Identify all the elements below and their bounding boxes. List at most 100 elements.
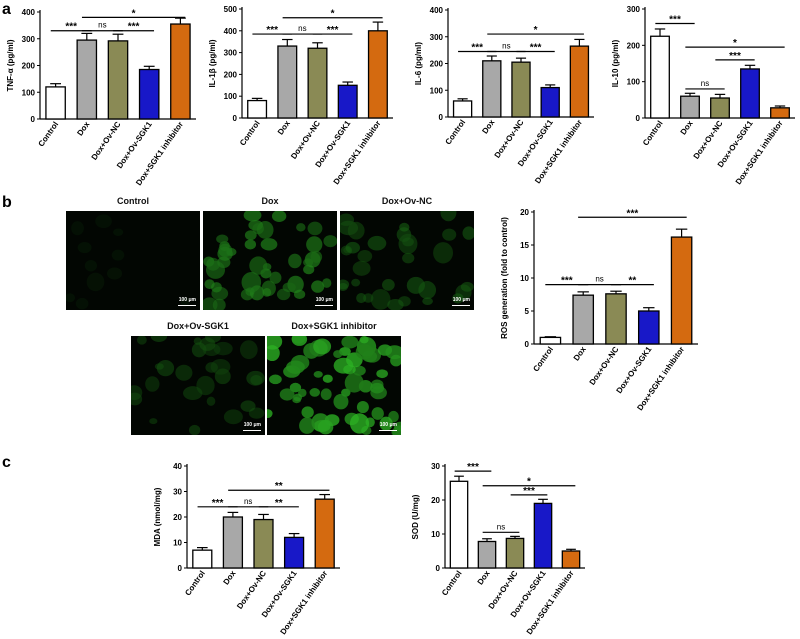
cell (241, 272, 262, 293)
y-tick-label: 0 (233, 114, 238, 123)
cell (333, 350, 343, 358)
cell (189, 424, 201, 435)
y-tick-label: 300 (430, 33, 444, 42)
y-tick-label: 500 (224, 5, 238, 14)
cell (371, 407, 384, 420)
cell (422, 297, 433, 305)
y-tick-label: 0 (439, 113, 444, 122)
bar (561, 550, 581, 569)
cell (113, 228, 124, 236)
significance-label: ** (275, 481, 283, 492)
cell (239, 340, 258, 360)
cell (267, 345, 280, 362)
bar (770, 107, 790, 119)
chart-mda: 0 10 20 30 40 MDA (nmol/mg) Control DoxDox+Ov-N… (153, 462, 340, 636)
cell (199, 337, 216, 351)
cell (323, 235, 337, 248)
cell (379, 416, 393, 431)
bar (670, 236, 693, 345)
x-tick-label: Control (641, 119, 665, 147)
cell (418, 281, 437, 300)
cell (306, 236, 323, 253)
scale-bar (178, 305, 196, 306)
fluorescence-micrograph: 100 μm (203, 211, 337, 310)
significance-label: ns (98, 21, 106, 30)
cell (370, 382, 385, 394)
micrograph-title: Control (117, 196, 149, 206)
bar (192, 549, 213, 569)
x-tick-label: Dox+Ov-NC (235, 569, 268, 611)
cell (317, 419, 334, 435)
cell (212, 298, 226, 310)
cell (311, 280, 325, 293)
x-tick-label: Control (37, 120, 61, 148)
y-tick-label: 30 (173, 488, 182, 497)
cell (150, 336, 168, 342)
cell (279, 388, 295, 401)
y-tick-label: 100 (22, 88, 36, 97)
cell (310, 250, 323, 263)
scale-bar-label: 100 μm (452, 297, 470, 303)
cell (71, 221, 84, 236)
x-tick-label: Dox (276, 119, 292, 137)
cell (345, 241, 360, 254)
cells-layer (340, 211, 474, 310)
y-axis-label: TNF-α (pg/ml) (6, 39, 15, 91)
bar (222, 516, 244, 569)
y-tick-label: 100 (430, 86, 444, 95)
cell (341, 336, 359, 349)
cell (84, 259, 98, 272)
bar (367, 30, 388, 119)
cell (296, 223, 306, 232)
cell (218, 243, 233, 258)
x-tick-label: Dox (480, 118, 496, 136)
cell (347, 221, 365, 240)
y-tick-label: 100 (627, 78, 641, 87)
significance-label: *** (729, 51, 741, 62)
y-tick-label: 15 (520, 241, 529, 250)
bar (452, 100, 473, 118)
y-axis-label: ROS generation (fold to control) (500, 217, 509, 339)
bar (107, 40, 129, 120)
bar (170, 23, 191, 120)
cell (288, 253, 302, 269)
significance-label: *** (212, 498, 224, 509)
significance-label: ns (701, 79, 709, 88)
significance-label: *** (128, 22, 140, 33)
scale-bar (315, 305, 333, 306)
x-tick-label: Control (444, 118, 468, 146)
scale-bar-label: 100 μm (178, 297, 196, 303)
cell (320, 388, 332, 401)
x-tick-label: Control (238, 119, 262, 147)
y-tick-label: 20 (173, 513, 182, 522)
bar (307, 47, 328, 119)
cell (322, 374, 333, 383)
bar (533, 502, 553, 569)
significance-label: *** (327, 25, 339, 36)
y-tick-label: 300 (22, 35, 36, 44)
significance-label: * (132, 8, 136, 19)
bar (314, 498, 335, 569)
cell (356, 292, 367, 304)
cell (244, 230, 257, 241)
cell (77, 242, 92, 254)
significance-label: * (331, 9, 335, 20)
x-tick-label: Dox+Ov-NC (588, 345, 621, 387)
cell (289, 382, 302, 393)
significance-label: ns (298, 24, 306, 33)
cell (387, 298, 404, 310)
cell (244, 239, 257, 250)
cell (303, 264, 315, 275)
scale-bar-label: 100 μm (243, 422, 261, 428)
cell (313, 371, 323, 378)
cell (293, 393, 303, 402)
cell (359, 336, 369, 344)
cell (111, 249, 125, 261)
significance-label: ns (502, 41, 510, 50)
cell (223, 409, 243, 425)
bar (45, 86, 66, 120)
significance-label: *** (266, 25, 278, 36)
y-axis-label: IL-10 (pg/ml) (611, 39, 620, 87)
cell (309, 388, 320, 397)
cell (271, 211, 287, 222)
